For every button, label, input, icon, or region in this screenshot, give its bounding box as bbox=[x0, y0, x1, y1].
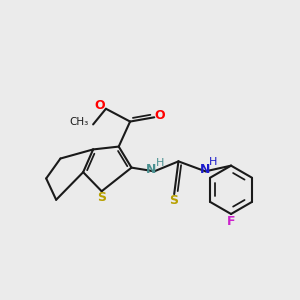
Text: S: S bbox=[97, 191, 106, 204]
Text: H: H bbox=[208, 157, 217, 167]
Text: CH₃: CH₃ bbox=[70, 117, 89, 127]
Text: N: N bbox=[200, 164, 211, 176]
Text: H: H bbox=[156, 158, 165, 168]
Text: O: O bbox=[94, 99, 105, 112]
Text: N: N bbox=[146, 164, 156, 176]
Text: S: S bbox=[169, 194, 178, 207]
Text: O: O bbox=[154, 109, 165, 122]
Text: F: F bbox=[227, 214, 235, 228]
